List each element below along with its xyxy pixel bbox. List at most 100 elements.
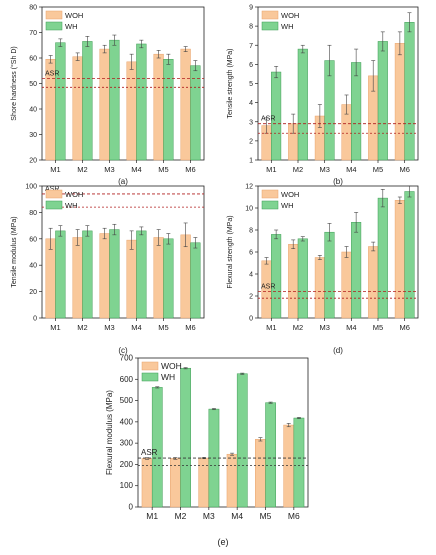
y-tick-label: 400 [120,417,134,426]
bar-wh-m3 [324,231,335,319]
panel-d: 0 2 4 6 8 10 12 M1 M2 M3 M4 M5 M6 ASR Flexural strengt… [227,184,419,355]
panel-label: (e) [218,537,229,547]
x-tick-label: M6 [399,165,409,174]
legend-label-woh: WOH [65,11,83,20]
x-tick-label: M1 [266,323,276,332]
legend-label-wh: WH [65,201,78,210]
y-tick-label: 3 [249,119,253,126]
y-tick-label: 0 [249,316,253,323]
x-tick-label: M2 [293,323,303,332]
y-tick-label: 100 [25,184,37,191]
legend-swatch-wh [261,21,279,31]
bar-woh-m4 [341,251,352,319]
y-tick-label: 100 [120,481,134,490]
y-tick-label: 0 [129,503,134,512]
y-tick-label: 300 [120,439,134,448]
x-tick-label: M6 [399,323,409,332]
bar-wh-m5 [265,402,276,508]
bar-wh-m2 [297,48,308,161]
x-tick-label: M1 [266,165,276,174]
bar-wh-m6 [190,65,201,161]
y-tick-label: 8 [249,24,253,31]
y-tick-label: 70 [29,30,37,37]
x-tick-label: M4 [346,165,356,174]
bar-woh-m6 [394,43,405,161]
bar-wh-m6 [293,417,305,508]
bar-wh-m4 [351,222,362,319]
bar-wh-m6 [404,22,415,161]
x-tick-label: M3 [319,165,329,174]
plot-frame [41,185,205,319]
bar-wh-m2 [180,367,191,508]
bar-woh-m5 [255,439,266,508]
y-tick-label: 4 [249,100,253,107]
bar-wh-m5 [163,59,174,161]
bar-wh-m4 [236,373,248,508]
bar-wh-m4 [351,62,362,161]
bar-woh-m3 [314,257,325,319]
legend-swatch-woh [261,189,279,199]
legend-label-wh: WH [281,22,294,31]
bar-woh-m2 [288,244,299,319]
panel-c: 0 20 40 60 80 100 M1 M2 M3 M4 M5 M6 ASR Tensile modul… [11,184,205,355]
y-tick-label: 20 [29,158,37,165]
bar-wh-m2 [297,238,308,319]
x-tick-label: M1 [50,165,60,174]
y-tick-label: 10 [245,206,253,213]
bar-woh-m3 [99,233,110,319]
bar-wh-m2 [82,230,93,319]
legend-label-wh: WH [161,372,175,382]
legend-label-woh: WOH [281,190,299,199]
bar-woh-m2 [72,56,83,161]
y-axis-label: Flexural modulus (MPa) [105,390,114,475]
x-tick-label: M2 [77,165,87,174]
bar-wh-m5 [377,41,388,161]
x-tick-label: M5 [260,511,272,521]
panel-label: (d) [333,346,343,355]
y-tick-label: 40 [29,263,37,270]
x-tick-label: M3 [104,165,114,174]
y-axis-label: Shore hardness (°Sh D) [10,46,18,120]
y-tick-label: 2 [249,138,253,145]
x-tick-label: M6 [288,511,300,521]
bar-woh-m5 [153,53,164,161]
legend-swatch-wh [45,21,63,31]
bar-wh-m6 [404,191,415,319]
panel-label: (a) [118,177,128,186]
bar-wh-m5 [163,238,174,319]
y-tick-label: 9 [249,5,253,12]
bar-wh-m3 [109,229,120,319]
bar-wh-m1 [55,42,66,161]
asr-label: ASR [261,116,275,123]
asr-label: ASR [141,448,158,457]
bar-woh-m6 [180,234,191,319]
y-tick-label: 30 [29,132,37,139]
legend-label-wh: WH [65,22,78,31]
y-tick-label: 80 [29,210,37,217]
x-tick-label: M5 [158,323,168,332]
bar-wh-m3 [109,39,120,161]
legend-swatch-woh [261,10,279,20]
legend-label-woh: WOH [161,361,182,371]
bar-woh-m4 [226,453,238,508]
x-tick-label: M4 [346,323,356,332]
bar-woh-m1 [45,238,56,319]
bar-woh-m3 [99,48,110,161]
y-tick-label: 6 [249,250,253,257]
y-tick-label: 60 [29,56,37,63]
y-tick-label: 0 [33,316,37,323]
panel-label: (b) [333,177,343,186]
bar-woh-m4 [126,61,137,161]
legend-label-wh: WH [281,201,294,210]
x-tick-label: M5 [158,165,168,174]
bar-wh-m5 [377,197,388,319]
x-tick-label: M4 [131,165,141,174]
y-tick-label: 500 [120,396,134,405]
y-tick-label: 80 [29,5,37,12]
legend-swatch-woh [45,189,63,199]
y-tick-label: 700 [120,354,134,363]
bar-woh-m5 [368,246,379,319]
asr-label: ASR [45,70,59,77]
x-tick-label: M4 [231,511,243,521]
